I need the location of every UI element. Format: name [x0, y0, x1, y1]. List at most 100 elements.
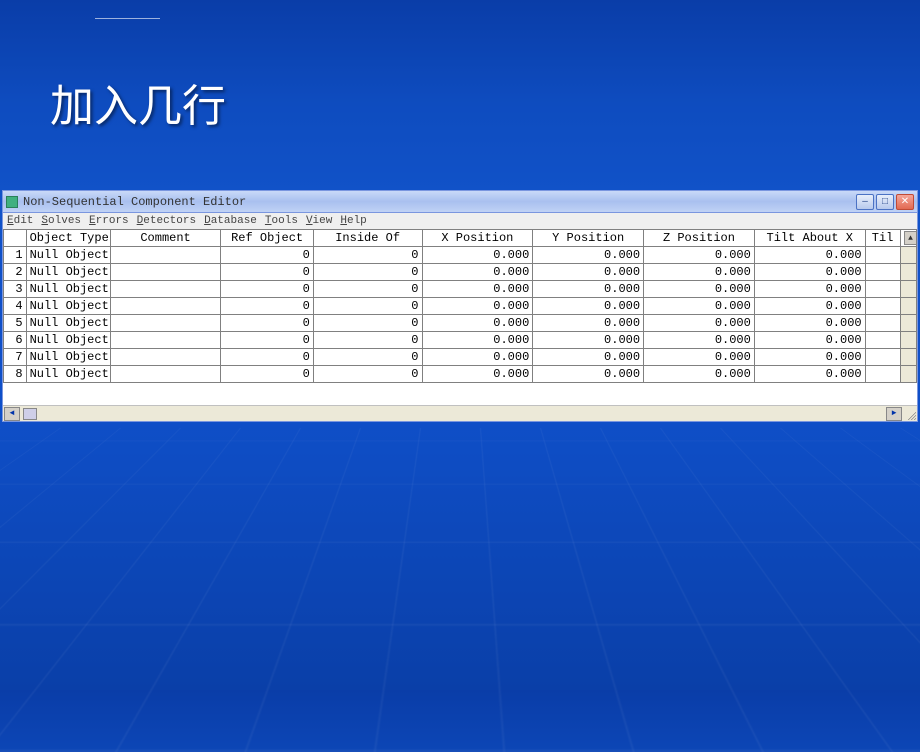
cell[interactable]: 4 — [4, 298, 27, 315]
titlebar[interactable]: Non-Sequential Component Editor – □ ✕ — [3, 191, 917, 213]
cell[interactable]: 0.000 — [533, 366, 644, 383]
cell[interactable]: 0.000 — [533, 281, 644, 298]
cell[interactable]: 0.000 — [422, 315, 533, 332]
close-button[interactable]: ✕ — [896, 194, 914, 210]
resize-grip[interactable] — [903, 407, 917, 421]
menu-edit[interactable]: Edit — [7, 215, 33, 227]
column-header[interactable]: Ref Object — [221, 230, 313, 247]
minimize-button[interactable]: – — [856, 194, 874, 210]
vscroll-track[interactable] — [900, 298, 917, 315]
cell[interactable]: 0.000 — [533, 349, 644, 366]
cell[interactable]: 6 — [4, 332, 27, 349]
cell[interactable]: 0.000 — [644, 281, 755, 298]
cell[interactable]: Null Object — [26, 366, 110, 383]
cell[interactable] — [110, 315, 221, 332]
cell[interactable]: Null Object — [26, 264, 110, 281]
cell[interactable]: 0 — [313, 332, 422, 349]
menu-view[interactable]: View — [306, 215, 332, 227]
cell[interactable]: 0 — [221, 366, 313, 383]
menu-solves[interactable]: Solves — [41, 215, 81, 227]
scroll-left-button[interactable]: ◄ — [4, 407, 20, 421]
cell[interactable]: 0.000 — [533, 315, 644, 332]
column-header[interactable]: X Position — [422, 230, 533, 247]
cell[interactable] — [865, 264, 900, 281]
cell[interactable]: 0 — [221, 264, 313, 281]
cell[interactable]: 0.000 — [644, 315, 755, 332]
cell[interactable]: 1 — [4, 247, 27, 264]
column-header[interactable]: Comment — [110, 230, 221, 247]
vscroll-track[interactable] — [900, 349, 917, 366]
cell[interactable]: 0.000 — [754, 315, 865, 332]
cell[interactable]: 7 — [4, 349, 27, 366]
cell[interactable] — [865, 298, 900, 315]
cell[interactable]: Null Object — [26, 281, 110, 298]
cell[interactable] — [865, 332, 900, 349]
maximize-button[interactable]: □ — [876, 194, 894, 210]
cell[interactable]: 0.000 — [644, 264, 755, 281]
cell[interactable]: 0.000 — [422, 366, 533, 383]
menu-database[interactable]: Database — [204, 215, 257, 227]
cell[interactable]: Null Object — [26, 247, 110, 264]
cell[interactable]: 0.000 — [422, 298, 533, 315]
cell[interactable]: 3 — [4, 281, 27, 298]
cell[interactable]: Null Object — [26, 332, 110, 349]
table-row[interactable]: 3Null Object000.0000.0000.0000.000 — [4, 281, 917, 298]
cell[interactable]: 0.000 — [422, 264, 533, 281]
vscroll-header[interactable]: ▲ — [900, 230, 917, 247]
cell[interactable]: 5 — [4, 315, 27, 332]
cell[interactable]: 0.000 — [533, 332, 644, 349]
cell[interactable] — [110, 264, 221, 281]
vscroll-track[interactable] — [900, 264, 917, 281]
cell[interactable]: 0 — [221, 247, 313, 264]
column-header[interactable]: Object Type — [26, 230, 110, 247]
table-row[interactable]: 6Null Object000.0000.0000.0000.000 — [4, 332, 917, 349]
table-row[interactable]: 2Null Object000.0000.0000.0000.000 — [4, 264, 917, 281]
cell[interactable] — [865, 349, 900, 366]
cell[interactable]: 0.000 — [422, 247, 533, 264]
cell[interactable]: 0 — [313, 264, 422, 281]
scroll-thumb[interactable] — [23, 408, 37, 420]
scroll-up-icon[interactable]: ▲ — [904, 231, 917, 245]
table-row[interactable]: 7Null Object000.0000.0000.0000.000 — [4, 349, 917, 366]
cell[interactable]: 8 — [4, 366, 27, 383]
cell[interactable]: 0 — [313, 298, 422, 315]
vscroll-track[interactable] — [900, 315, 917, 332]
menu-errors[interactable]: Errors — [89, 215, 129, 227]
cell[interactable]: 0.000 — [754, 298, 865, 315]
column-header[interactable]: Z Position — [644, 230, 755, 247]
column-header[interactable]: Inside Of — [313, 230, 422, 247]
cell[interactable] — [110, 349, 221, 366]
cell[interactable]: 0.000 — [644, 349, 755, 366]
cell[interactable]: Null Object — [26, 349, 110, 366]
cell[interactable]: 0.000 — [754, 247, 865, 264]
horizontal-scrollbar[interactable]: ◄ ► — [3, 405, 917, 421]
table-row[interactable]: 4Null Object000.0000.0000.0000.000 — [4, 298, 917, 315]
vscroll-track[interactable] — [900, 332, 917, 349]
cell[interactable]: 0.000 — [533, 298, 644, 315]
cell[interactable]: 0.000 — [754, 349, 865, 366]
cell[interactable]: 0 — [313, 247, 422, 264]
cell[interactable]: 0 — [221, 332, 313, 349]
cell[interactable] — [110, 247, 221, 264]
table-row[interactable]: 5Null Object000.0000.0000.0000.000 — [4, 315, 917, 332]
scroll-track[interactable] — [37, 407, 885, 421]
cell[interactable]: 0.000 — [754, 281, 865, 298]
vscroll-track[interactable] — [900, 366, 917, 383]
cell[interactable]: 2 — [4, 264, 27, 281]
cell[interactable]: 0.000 — [422, 349, 533, 366]
cell[interactable]: 0 — [221, 349, 313, 366]
cell[interactable] — [110, 332, 221, 349]
scroll-right-button[interactable]: ► — [886, 407, 902, 421]
cell[interactable]: 0.000 — [644, 247, 755, 264]
vscroll-track[interactable] — [900, 247, 917, 264]
cell[interactable] — [110, 366, 221, 383]
vscroll-track[interactable] — [900, 281, 917, 298]
menu-help[interactable]: Help — [340, 215, 366, 227]
column-header[interactable]: Til — [865, 230, 900, 247]
cell[interactable] — [110, 298, 221, 315]
cell[interactable]: 0 — [221, 298, 313, 315]
table-row[interactable]: 1Null Object000.0000.0000.0000.000 — [4, 247, 917, 264]
cell[interactable]: 0.000 — [644, 366, 755, 383]
table-row[interactable]: 8Null Object000.0000.0000.0000.000 — [4, 366, 917, 383]
cell[interactable] — [865, 281, 900, 298]
